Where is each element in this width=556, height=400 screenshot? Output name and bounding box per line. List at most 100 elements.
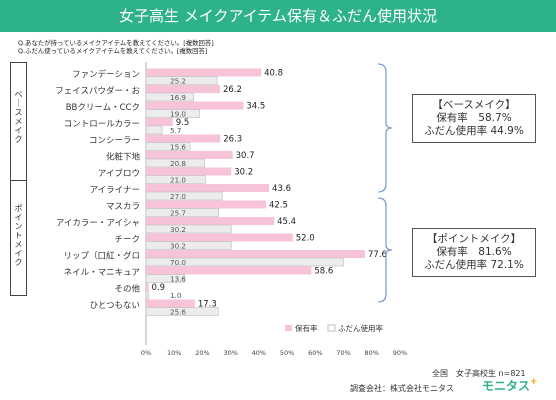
data-label-own: 17.3 [198,299,217,309]
x-tick-label: 0% [141,349,151,357]
survey-company: 調査会社：株式会社モニタス [350,384,454,393]
summary-base-own: 保有率 58.7% [436,112,512,124]
page-title: 女子高生 メイクアイテム保有＆ふだん使用状況 [0,0,556,32]
data-label-use: 25.7 [170,208,186,217]
category-label: アイライナー [90,186,140,196]
data-label-use: 5.7 [170,126,181,135]
bar-own [146,101,244,110]
data-label-own: 26.3 [223,134,242,144]
bar-own [146,283,149,291]
summary-box-base: 【ベースメイク】 保有率 58.7% ふだん使用率 44.9% [412,94,536,143]
category-label: BBクリーム・CCク [66,103,140,113]
bar-own [146,250,366,258]
data-label-own: 40.8 [264,68,283,78]
data-label-own: 42.5 [269,200,288,210]
bar-use [145,224,232,234]
bar-own [146,217,275,225]
question-1: Q.あなたが持っているメイクアイテムを教えてください。[複数回答] [18,39,214,47]
group-label-box [10,62,27,296]
bar-use [145,175,206,184]
category-label: アイブロウ [98,168,140,179]
data-label-use: 16.9 [170,93,186,102]
bar-use [145,274,185,283]
category-label: ネイル・マニキュア [64,268,140,278]
data-label-own: 30.7 [236,151,255,161]
summary-base-use: ふだん使用率 44.9% [424,125,524,137]
group-label-point: ポイントメイク [14,204,23,267]
data-label-use: 25.2 [170,76,186,85]
category-label: ひとつもない [90,301,140,311]
bar-own [146,266,312,275]
bar-use [145,191,223,201]
category-label: コントロールカラー [64,120,140,130]
category-label: コンシーラー [89,136,140,146]
bar-own [146,233,293,242]
data-label-own: 52.0 [296,233,315,243]
data-label-own: 45.4 [277,217,296,227]
data-label-own: 43.6 [272,184,291,194]
bar-use [145,142,191,151]
data-label-use: 30.2 [170,225,186,234]
data-label-own: 30.2 [234,167,253,177]
bar-own [146,167,232,176]
legend-label-use: ふだん使用率 [338,323,383,333]
bar-own [146,299,195,308]
x-tick-label: 70% [336,349,350,357]
bar-use [145,92,194,102]
x-tick-label: 20% [195,349,209,357]
legend-swatch-own [285,325,292,331]
bar-own [146,118,173,126]
x-tick-label: 30% [223,349,237,357]
bracket-point [377,197,393,303]
group-divider [10,180,27,181]
data-label-use: 1.0 [170,291,182,300]
sample-note: 全国 女子高校生 n=821 [432,369,526,378]
summary-box-point: 【ポイントメイク】 保有率 81.6% ふだん使用率 72.1% [412,228,536,277]
x-tick-label: 40% [252,349,266,357]
summary-point-own: 保有率 81.6% [436,246,512,258]
data-label-own: 26.2 [223,85,242,95]
bar-use [145,307,219,316]
data-label-own: 34.5 [246,101,265,111]
bar-use [145,125,163,135]
bar-use [145,76,218,85]
data-label-use: 30.2 [170,241,186,250]
bar-own [146,68,262,77]
x-tick-label: 10% [167,349,181,357]
bar-use [145,109,200,118]
category-label: その他 [114,284,140,295]
data-label-own: 9.5 [176,118,190,128]
data-label-own: 58.6 [314,266,333,276]
bar-use [145,158,206,168]
bar-own [146,134,221,143]
summary-point-title: 【ポイントメイク】 [426,233,522,245]
bar-use [145,208,219,217]
data-label-use: 15.6 [170,142,186,151]
x-tick-label: 60% [308,349,322,357]
category-label: フェイスパウダー・お [55,86,140,97]
summary-point-use: ふだん使用率 72.1% [424,259,524,271]
logo-text: モニタス [482,379,531,393]
category-label: マスカラ [106,202,140,212]
data-label-use: 70.0 [170,258,186,267]
question-2: Q.ふだん使っているメイクアイテムを教えてください。[複数回答] [18,47,208,55]
legend-swatch-use [327,324,336,332]
x-tick-label: 80% [365,349,379,357]
bracket-base [377,63,393,193]
bar-own [146,184,270,192]
monitas-logo: モニタス+ [482,377,538,394]
data-label-use: 13.6 [170,274,186,283]
category-label: アイカラー・アイシャ [56,219,140,229]
group-label-base: ベ｜スメイク [14,90,23,144]
bar-own [146,85,220,93]
data-label-use: 21.0 [170,175,186,184]
x-tick-label: 90% [393,349,407,357]
bar-use [145,241,232,250]
data-label-use: 27.0 [170,192,186,201]
data-label-use: 25.6 [170,307,186,316]
category-label: チーク [114,235,140,245]
x-tick-label: 50% [280,349,294,357]
bar-use [145,290,150,300]
